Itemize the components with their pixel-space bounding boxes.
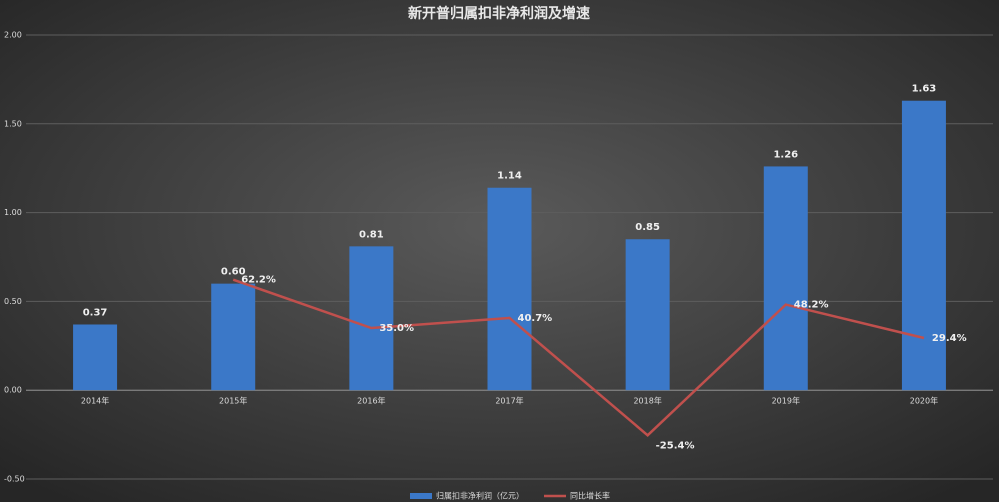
bar: [211, 283, 256, 391]
data-label: 1.14: [497, 171, 522, 182]
legend-label: 同比增长率: [570, 491, 610, 501]
y-tick-label: 0.50: [4, 297, 22, 306]
x-tick-label: 2019年: [772, 396, 800, 406]
bar: [349, 246, 394, 391]
chart-title: 新开普归属扣非净利润及增速: [408, 5, 590, 22]
data-label: 40.7%: [518, 313, 553, 324]
bar: [625, 239, 670, 391]
data-label: 1.26: [773, 149, 798, 160]
x-tick-label: 2014年: [81, 396, 109, 406]
data-label: 48.2%: [794, 300, 829, 311]
y-tick-label: 1.50: [4, 119, 22, 128]
legend-swatch: [410, 493, 432, 499]
data-label: 29.4%: [932, 333, 967, 344]
bar: [763, 166, 808, 391]
line: [232, 278, 925, 437]
y-tick-label: 2.00: [4, 31, 22, 40]
x-tick-label: 2017年: [495, 396, 523, 406]
x-tick-label: 2015年: [219, 396, 247, 406]
y-tick-label: -0.50: [4, 475, 25, 484]
x-tick-label: 2020年: [910, 396, 938, 406]
y-tick-label: 1.00: [4, 208, 22, 217]
bar: [73, 324, 118, 391]
x-tick-label: 2018年: [633, 396, 661, 406]
legend-label: 归属扣非净利润（亿元）: [436, 491, 524, 501]
data-label: 0.37: [83, 307, 108, 318]
x-tick-label: 2016年: [357, 396, 385, 406]
data-label: 0.85: [635, 222, 660, 233]
data-label: 62.2%: [241, 275, 276, 286]
data-label: 1.63: [912, 84, 937, 95]
data-label: 35.0%: [379, 323, 414, 334]
bar: [901, 100, 946, 391]
bar: [487, 187, 532, 391]
data-label: 0.60: [221, 267, 246, 278]
data-label: -25.4%: [656, 440, 695, 451]
y-tick-label: 0.00: [4, 386, 22, 395]
data-label: 0.81: [359, 229, 384, 240]
